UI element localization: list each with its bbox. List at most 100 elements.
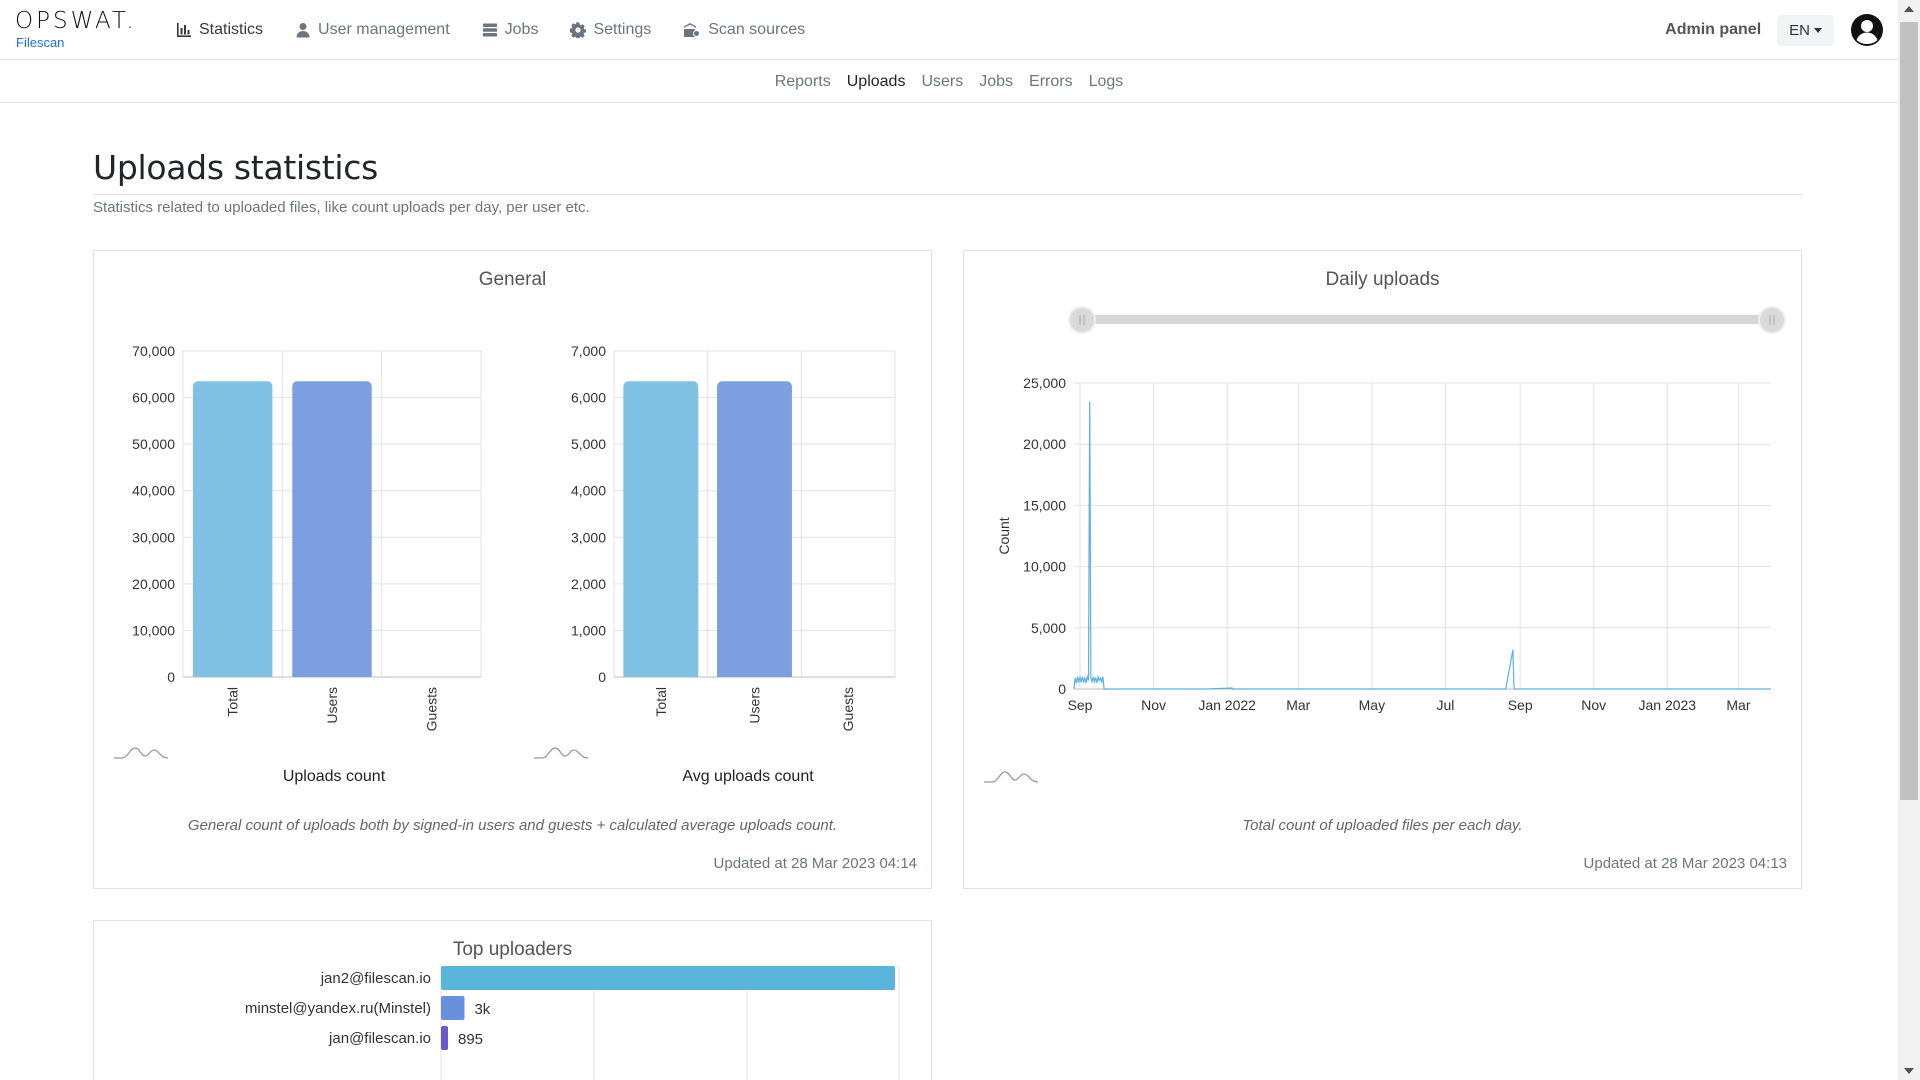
updated-timestamp: Updated at 28 Mar 2023 04:13 <box>1583 855 1787 872</box>
y-tick-label: 1,000 <box>571 622 606 638</box>
nav-item-label: Jobs <box>504 21 539 38</box>
y-tick-label: 15,000 <box>1023 497 1066 513</box>
chevron-down-icon <box>1814 28 1822 33</box>
brand-product: Filescan <box>16 35 65 50</box>
y-tick-label: 10,000 <box>132 622 175 638</box>
chart-zoom-wave-icon[interactable] <box>534 745 588 761</box>
general-card: General 0 10,000 20,000 30,000 40,000 50,000 6… <box>93 250 932 889</box>
top-uploaders-chart: jan2@filescan.io minstel@yandex.ru(Minste… <box>245 966 900 1080</box>
y-axis-label: Count <box>996 517 1012 554</box>
x-tick-label: May <box>1359 697 1385 713</box>
bar-total <box>192 381 273 677</box>
subnav-jobs[interactable]: Jobs <box>979 72 1014 90</box>
nav-item-scan-sources[interactable]: Scan sources <box>667 0 821 60</box>
nav-item-user-management[interactable]: User management <box>279 0 466 60</box>
y-tick-label: 30,000 <box>132 529 175 545</box>
scrollbar-thumb[interactable] <box>1900 22 1918 800</box>
title-divider <box>93 194 1803 195</box>
uploader-value-label: 895 <box>458 1031 483 1048</box>
card-description: Total count of uploaded files per each d… <box>1242 817 1523 834</box>
y-tick-label: 7,000 <box>571 343 606 359</box>
avg-uploads-count-label: Avg uploads count <box>682 768 814 785</box>
page-description: Statistics related to uploaded files, li… <box>93 199 590 216</box>
bar-users <box>717 381 792 677</box>
bar-total <box>623 381 699 677</box>
subnav-uploads[interactable]: Uploads <box>846 72 906 90</box>
scroll-down-icon[interactable] <box>1904 1068 1914 1074</box>
y-tick-label: 20,000 <box>132 576 175 592</box>
x-tick-label: Total <box>225 687 241 717</box>
y-tick-label: 20,000 <box>1023 436 1066 452</box>
page-scrollbar[interactable] <box>1898 0 1920 1080</box>
language-value: EN <box>1789 21 1810 39</box>
nav-item-label: Statistics <box>199 21 264 38</box>
server-icon <box>482 23 497 37</box>
bar-users <box>292 381 372 677</box>
brand[interactable]: OPSWAT. Filescan <box>15 8 137 50</box>
top-uploaders-card: Top uploaders jan2@filescan.io minstel@ya… <box>93 920 932 1080</box>
x-tick-label: Total <box>653 687 669 717</box>
y-tick-label: 40,000 <box>132 483 175 499</box>
subnav-users[interactable]: Users <box>921 72 964 90</box>
uploader-bar <box>441 1026 449 1050</box>
y-tick-label: 60,000 <box>132 390 175 406</box>
x-tick-label: Guests <box>423 687 439 731</box>
uploads-count-chart: 0 10,000 20,000 30,000 40,000 50,000 60,000 70,… <box>132 343 482 731</box>
y-tick-label: 2,000 <box>571 576 606 592</box>
daily-uploads-card: Daily uploads 0 5,000 10,000 15,000 20,000 25… <box>963 250 1802 889</box>
x-tick-label: Jan 2023 <box>1638 697 1696 713</box>
uploader-value-label: 3k <box>474 1001 490 1018</box>
y-tick-label: 0 <box>167 669 175 685</box>
range-slider-handle-left <box>1068 306 1096 334</box>
subnav-errors[interactable]: Errors <box>1029 72 1073 90</box>
card-description: General count of uploads both by signed-… <box>187 817 838 834</box>
uploads-count-label: Uploads count <box>282 768 386 785</box>
x-tick-label: Users <box>747 687 763 724</box>
y-tick-label: 25,000 <box>1023 375 1066 391</box>
account-avatar-icon[interactable] <box>1850 13 1884 47</box>
x-tick-label: Mar <box>1286 697 1310 713</box>
daily-uploads-line <box>1073 401 1771 690</box>
nav-right: Admin panel EN <box>1665 0 1884 60</box>
y-tick-label: 10,000 <box>1023 559 1066 575</box>
y-tick-label: 70,000 <box>132 343 175 359</box>
nav-item-jobs[interactable]: Jobs <box>466 0 555 60</box>
range-slider-track <box>1082 315 1769 324</box>
brand-logo: OPSWAT. <box>15 8 137 34</box>
nav-item-settings[interactable]: Settings <box>554 0 667 60</box>
subnav-reports[interactable]: Reports <box>774 72 831 90</box>
subnav-logs[interactable]: Logs <box>1088 72 1124 90</box>
admin-panel-link[interactable]: Admin panel <box>1665 21 1762 38</box>
sub-navbar: Reports Uploads Users Jobs Errors Logs <box>0 61 1898 103</box>
x-tick-label: Jul <box>1436 697 1454 713</box>
y-tick-label: 0 <box>598 669 606 685</box>
nav-item-label: Scan sources <box>708 21 806 38</box>
uploader-label: jan2@filescan.io <box>320 970 431 987</box>
y-tick-label: 6,000 <box>571 390 606 406</box>
bar-chart-icon <box>177 23 191 37</box>
gear-icon <box>570 22 587 38</box>
scroll-up-icon[interactable] <box>1904 6 1914 12</box>
uploader-label: jan@filescan.io <box>328 1030 431 1047</box>
y-tick-label: 5,000 <box>571 436 606 452</box>
nav-item-statistics[interactable]: Statistics <box>160 0 279 60</box>
chart-zoom-wave-icon[interactable] <box>984 769 1038 785</box>
uploader-label: minstel@yandex.ru(Minstel) <box>245 1000 431 1017</box>
language-dropdown[interactable]: EN <box>1777 14 1834 46</box>
range-slider-handle-right <box>1758 306 1786 334</box>
daily-uploads-chart: 0 5,000 10,000 15,000 20,000 25,000 Sep Nov Jan … <box>996 306 1786 713</box>
uploader-bar <box>441 996 465 1020</box>
x-tick-label: Users <box>324 687 340 724</box>
y-tick-label: 0 <box>1058 681 1066 697</box>
x-tick-label: Sep <box>1068 697 1093 713</box>
avg-uploads-count-chart: 0 1,000 2,000 3,000 4,000 5,000 6,000 7,000 Tota… <box>571 343 896 731</box>
y-tick-label: 50,000 <box>132 436 175 452</box>
nav-item-label: Settings <box>593 21 652 38</box>
top-navbar: OPSWAT. Filescan Statistics User managem… <box>0 0 1898 60</box>
y-tick-label: 3,000 <box>571 529 606 545</box>
uploader-bar <box>441 966 895 990</box>
chart-zoom-wave-icon[interactable] <box>114 745 168 761</box>
updated-timestamp: Updated at 28 Mar 2023 04:14 <box>713 855 917 872</box>
x-tick-label: Guests <box>840 687 856 731</box>
x-tick-label: Jan 2022 <box>1198 697 1256 713</box>
